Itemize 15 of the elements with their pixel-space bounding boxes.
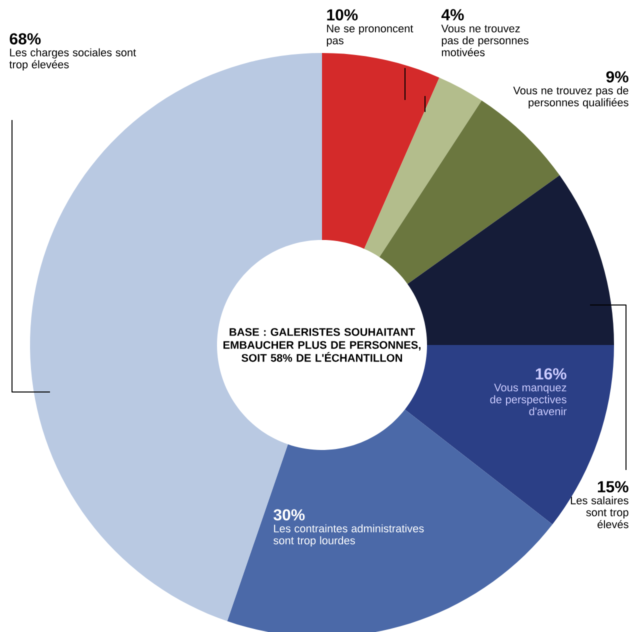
data-label: 16% — [536, 368, 566, 380]
data-label: 30% — [274, 509, 305, 520]
slice-label: Vous ne trouvez pas de personnes qualifiées — [513, 86, 628, 108]
data-label: 10% — [327, 9, 358, 20]
data-label: 4% — [441, 9, 464, 20]
slice-label: Les charges sociales sont trop élevées — [9, 48, 136, 70]
slice-label: Ne se prononcent pas — [326, 24, 414, 46]
text: BASE : GALERISTES SOUHAITANT EMBAUCHER PLUS DE PERSONNES, SOIT 58% DE L'ÉCHANTILLON — [223, 328, 420, 362]
data-label: 15% — [598, 481, 628, 492]
slice-label: Les salaires sont trop élevés — [570, 496, 628, 528]
data-label: 9% — [606, 71, 628, 82]
slice-label: Vous ne trouvez pas de personnes motivées — [441, 24, 528, 56]
data-label: 68% — [10, 33, 41, 44]
slice-label: Vous manquez de perspectives d'avenir — [490, 384, 567, 416]
slice-label: Les contraintes administratives sont trop lourdes — [274, 524, 424, 546]
